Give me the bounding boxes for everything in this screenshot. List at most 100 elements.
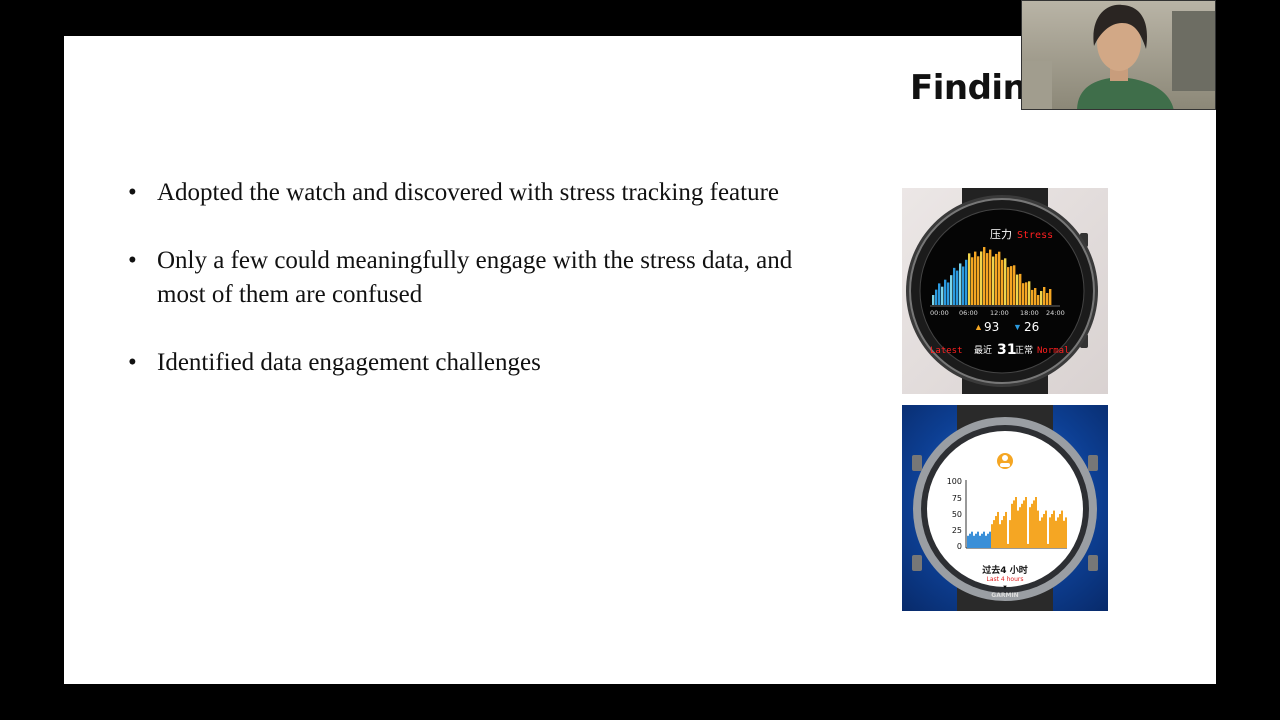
decorative-bar (1043, 514, 1045, 548)
decorative-bar (935, 289, 938, 305)
decorative-bar (1025, 497, 1027, 548)
decorative-bar (950, 275, 953, 305)
slide-title: Findin (910, 68, 1027, 108)
bullet-list: Adopted the watch and discovered with st… (128, 176, 808, 380)
garmin-label-en: Last 4 hours (987, 576, 1024, 583)
decorative-bar (1019, 273, 1022, 305)
decorative-bar (1065, 517, 1067, 548)
garmin-label-cn: 过去4 小时 (982, 564, 1027, 576)
decorative-bar (989, 249, 992, 305)
decorative-bar (983, 531, 985, 548)
decorative-bar (981, 533, 983, 548)
decorative-bar (1039, 520, 1041, 548)
decorative-bar (1051, 514, 1053, 548)
decorative-bar (985, 535, 987, 548)
decorative-bar (1013, 265, 1016, 305)
decorative-bar (1027, 543, 1029, 548)
watch-image-stress: 压力 Stress 00:00 06:00 12:00 18:00 24:00 … (902, 188, 1108, 394)
decorative-bar (991, 524, 993, 548)
decorative-bar (1061, 510, 1063, 548)
decorative-bar (1007, 543, 1009, 548)
watch-face-garmin: 100 75 50 25 0 过去4 小时 Last 4 hours ▼ GAR… (912, 405, 1098, 611)
decorative-bar (1047, 543, 1049, 548)
watch1-header-cn: 压力 (990, 228, 1012, 241)
decorative-bar (977, 531, 979, 548)
watch1-latest-cn: 最近 (974, 344, 992, 356)
watch1-max-value: 93 (984, 320, 999, 334)
decorative-bar (999, 524, 1001, 548)
decorative-bar (1055, 520, 1057, 548)
watch1-time-tick: 18:00 (1020, 309, 1039, 317)
decorative-bar (1007, 267, 1010, 305)
decorative-bar (975, 533, 977, 548)
decorative-bar (980, 251, 983, 305)
garmin-y-tick: 75 (952, 494, 962, 503)
bullet-item: Identified data engagement challenges (128, 346, 808, 380)
decorative-bar (995, 516, 997, 548)
decorative-bar (1029, 507, 1031, 548)
decorative-bar (1013, 500, 1015, 548)
decorative-bar (971, 531, 973, 548)
decorative-bar (1028, 281, 1031, 305)
presenter-video-icon (1022, 4, 1215, 109)
decorative-bar (1001, 259, 1004, 305)
decorative-bar (1021, 503, 1023, 548)
decorative-bar (983, 247, 986, 305)
decorative-bar (1010, 266, 1013, 305)
decorative-bar (965, 259, 968, 305)
watch1-status-cn: 正常 (1015, 344, 1033, 356)
decorative-bar (1057, 517, 1059, 548)
decorative-bar (1011, 503, 1013, 548)
caret-down-icon: ▼ (1002, 585, 1008, 591)
decorative-bar (1022, 283, 1025, 305)
decorative-bar (1033, 500, 1035, 548)
decorative-bar (932, 295, 935, 305)
decorative-bar (1009, 520, 1011, 548)
decorative-bar (1004, 258, 1007, 305)
decorative-bar (941, 286, 944, 305)
decorative-bar (1046, 293, 1049, 305)
decorative-bar (1059, 514, 1061, 548)
decorative-bar (995, 253, 998, 305)
decorative-bar (1037, 295, 1040, 305)
decorative-bar (989, 531, 991, 548)
garmin-chart (965, 480, 1067, 549)
decorative-bar (997, 511, 999, 548)
decorative-bar (1005, 511, 1007, 548)
watch1-latest-value: 31 (997, 342, 1016, 358)
garmin-brand: GARMIN (991, 592, 1018, 599)
decorative-bar (1019, 507, 1021, 548)
decorative-bar (1037, 510, 1039, 548)
decorative-bar (992, 256, 995, 305)
decorative-bar (1016, 274, 1019, 305)
watch1-chart (930, 247, 1060, 307)
decorative-bar (1043, 287, 1046, 305)
decorative-bar (1031, 503, 1033, 548)
decorative-bar (971, 257, 974, 305)
decorative-bar (973, 535, 975, 548)
webcam-video-feed (1021, 0, 1216, 110)
watch1-min-value: 26 (1024, 320, 1039, 334)
decorative-bar (968, 253, 971, 305)
decorative-bar (1031, 289, 1034, 305)
decorative-bar (959, 263, 962, 305)
bullet-item: Adopted the watch and discovered with st… (128, 176, 808, 210)
decorative-bar (1049, 289, 1052, 305)
decorative-bar (1040, 291, 1043, 305)
decorative-bar (1053, 510, 1055, 548)
decorative-bar (1045, 510, 1047, 548)
watch1-time-tick: 12:00 (990, 309, 1009, 317)
decorative-bar (1034, 288, 1037, 305)
watch-face-stress: 压力 Stress 00:00 06:00 12:00 18:00 24:00 … (906, 188, 1098, 394)
watch1-time-tick: 06:00 (959, 309, 978, 317)
decorative-bar (944, 279, 947, 305)
garmin-y-tick: 50 (952, 510, 962, 519)
decorative-bar (986, 253, 989, 305)
garmin-y-tick: 100 (947, 477, 962, 486)
decorative-bar (1049, 517, 1051, 548)
decorative-bar (1035, 497, 1037, 548)
decorative-bar (1023, 500, 1025, 548)
max-arrow-icon: ▲ (974, 322, 983, 332)
decorative-bar (987, 533, 989, 548)
decorative-bar (1015, 497, 1017, 548)
